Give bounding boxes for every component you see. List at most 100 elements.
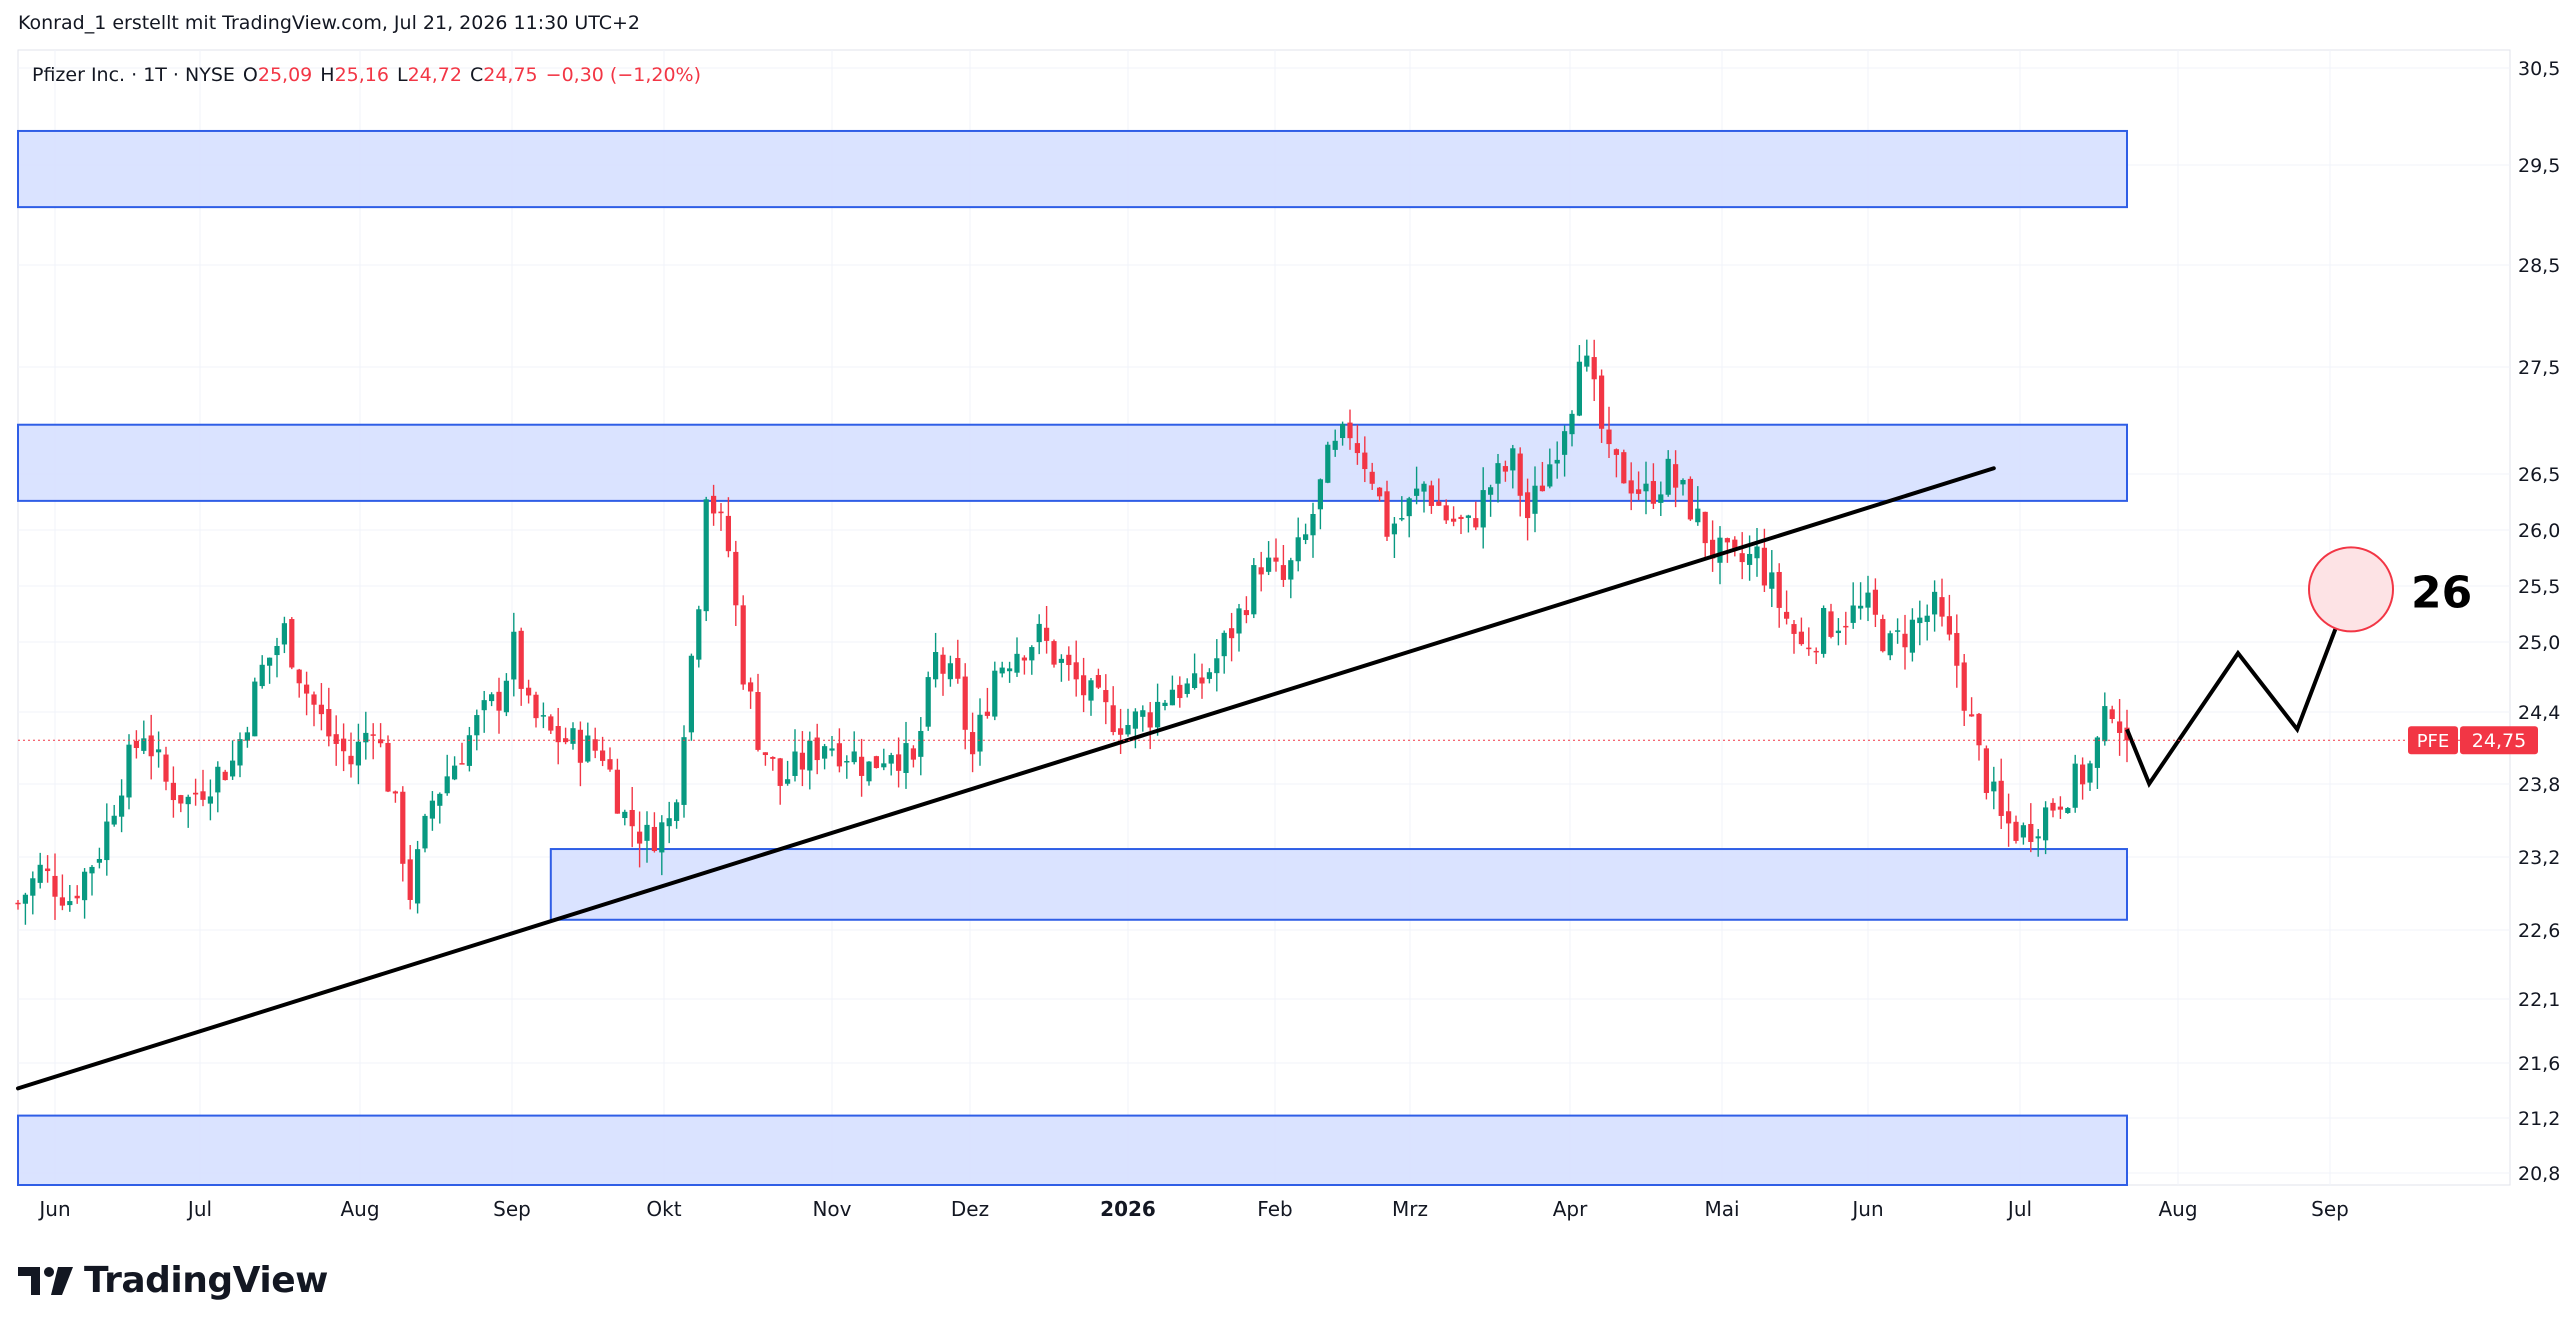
candle <box>1251 558 1257 619</box>
candle <box>1843 611 1849 645</box>
candle <box>1310 502 1316 558</box>
candle <box>592 727 598 759</box>
support-resistance-zone[interactable] <box>17 423 2128 502</box>
candle <box>1835 618 1841 646</box>
candle <box>1584 339 1590 372</box>
candle <box>1754 527 1760 577</box>
candle <box>1169 675 1175 706</box>
candle <box>577 721 583 787</box>
candle <box>267 657 273 684</box>
candle <box>1147 701 1153 750</box>
tradingview-logo[interactable]: TradingView <box>18 1260 328 1301</box>
candle <box>873 755 879 769</box>
candle <box>1961 654 1967 726</box>
candle <box>1399 496 1405 522</box>
y-tick-label: 27,50 <box>2518 357 2560 379</box>
candle <box>119 779 125 833</box>
candle <box>1280 544 1286 587</box>
x-tick-label: Mrz <box>1392 1197 1428 1221</box>
support-resistance-zone[interactable] <box>17 129 2128 209</box>
candle <box>1369 462 1375 490</box>
candle <box>903 721 909 789</box>
y-tick-label: 22,60 <box>2518 920 2560 942</box>
x-tick-label: Okt <box>646 1197 681 1221</box>
candle <box>1599 369 1605 443</box>
candle <box>977 698 983 766</box>
candle <box>1554 441 1560 479</box>
y-tick-label: 22,10 <box>2518 989 2560 1011</box>
x-tick-label: Aug <box>340 1197 379 1221</box>
trendline[interactable] <box>16 466 1996 1091</box>
candle <box>1702 511 1708 560</box>
candle <box>111 804 117 827</box>
legend-close: C24,75 <box>469 64 538 86</box>
chart-credit: Konrad_1 erstellt mit TradingView.com, J… <box>18 12 641 34</box>
target-circle[interactable] <box>2308 546 2394 633</box>
candle <box>526 679 532 704</box>
candle <box>133 730 139 759</box>
candle <box>1687 476 1693 521</box>
candle <box>318 683 324 731</box>
candle <box>1125 708 1131 737</box>
candle <box>1673 450 1679 508</box>
candle <box>947 655 953 687</box>
candle <box>363 711 369 760</box>
candle <box>207 779 213 821</box>
candle <box>1029 645 1035 675</box>
x-tick-label: Feb <box>1257 1197 1292 1221</box>
target-label: 26 <box>2411 567 2472 618</box>
candle <box>1184 678 1190 698</box>
candle <box>1539 461 1545 492</box>
candle <box>1110 686 1116 736</box>
y-tick-label: 29,50 <box>2518 155 2560 177</box>
y-tick-label: 26,00 <box>2518 520 2560 542</box>
candle <box>1983 745 1989 800</box>
candle <box>1665 450 1671 497</box>
candle <box>785 760 791 786</box>
grid-layer <box>17 49 2511 1186</box>
legend-change: −0,30 (−1,20%) <box>545 64 702 86</box>
candle <box>762 752 768 766</box>
candle <box>1924 604 1930 641</box>
candle <box>104 803 110 876</box>
candle <box>1880 614 1886 653</box>
x-tick-label: Jun <box>1850 1197 1883 1221</box>
candle <box>1177 676 1183 708</box>
candle <box>1362 436 1368 483</box>
candle <box>585 722 591 763</box>
candle <box>1969 697 1975 717</box>
candle <box>1850 582 1856 629</box>
candle <box>1118 708 1124 754</box>
support-resistance-zone[interactable] <box>549 848 2128 921</box>
candle <box>59 874 65 911</box>
candle <box>1295 517 1301 572</box>
candle <box>1510 444 1516 489</box>
x-tick-label: Sep <box>2311 1197 2349 1221</box>
candle <box>1140 705 1146 732</box>
candle <box>407 845 413 910</box>
candle <box>1998 758 2004 829</box>
candle <box>770 756 776 771</box>
candle <box>200 769 206 807</box>
candle <box>1473 501 1479 531</box>
candle <box>1495 453 1501 503</box>
candle <box>518 627 524 706</box>
candle <box>1858 582 1864 620</box>
candle <box>222 769 228 781</box>
tradingview-logo-text: TradingView <box>84 1260 328 1301</box>
candle <box>1458 514 1464 535</box>
y-tick-label: 23,80 <box>2518 774 2560 796</box>
candle <box>1865 575 1871 622</box>
support-resistance-zone[interactable] <box>17 1114 2128 1186</box>
projection-path[interactable] <box>2125 592 2351 788</box>
candle <box>1088 677 1094 716</box>
candle <box>1021 655 1027 675</box>
candle <box>1636 471 1642 501</box>
candle <box>1991 766 1997 810</box>
axis-layer: 30,50 29,50 28,50 27,50 26,50 26,00 25,50 25,00… <box>37 58 2560 1221</box>
candle <box>30 871 36 915</box>
candle <box>163 746 169 791</box>
candle <box>1680 478 1686 496</box>
candle <box>1828 603 1834 639</box>
